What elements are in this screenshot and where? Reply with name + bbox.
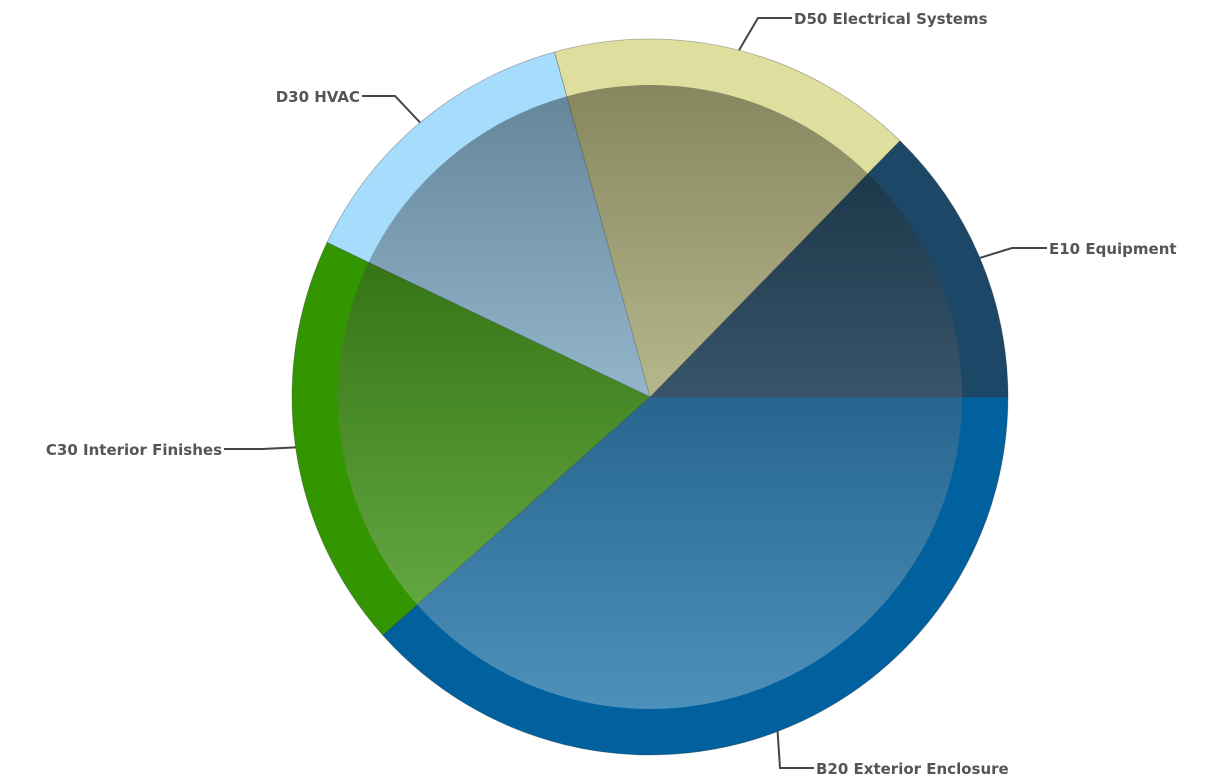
slice-label-d30-hvac: D30 HVAC bbox=[276, 88, 360, 106]
pie-slice-shade-b20-exterior-enclosure bbox=[417, 397, 962, 710]
pie-slices bbox=[291, 38, 1009, 756]
leader-line-e10-equipment bbox=[979, 247, 1047, 259]
leader-line-d50-electrical-systems bbox=[738, 17, 792, 51]
slice-label-e10-equipment: E10 Equipment bbox=[1049, 240, 1177, 258]
pie-slice-shade-c30-interior-finishes bbox=[337, 262, 650, 605]
pie-slice-shade-e10-equipment bbox=[650, 173, 962, 397]
leader-line-c30-interior-finishes bbox=[224, 446, 296, 450]
leader-line-d30-hvac bbox=[362, 95, 421, 124]
pie-slice-shade-d50-electrical-systems bbox=[566, 85, 868, 397]
leader-line-b20-exterior-enclosure bbox=[776, 731, 814, 769]
slice-label-d50-electrical-systems: D50 Electrical Systems bbox=[794, 10, 988, 28]
pie-slice-shade-d30-hvac bbox=[368, 96, 650, 397]
slice-label-b20-exterior-enclosure: B20 Exterior Enclosure bbox=[816, 760, 1009, 778]
pie-labels: E10 Equipment D50 Electrical Systems D30 H… bbox=[46, 10, 1177, 778]
slice-label-c30-interior-finishes: C30 Interior Finishes bbox=[46, 441, 222, 459]
